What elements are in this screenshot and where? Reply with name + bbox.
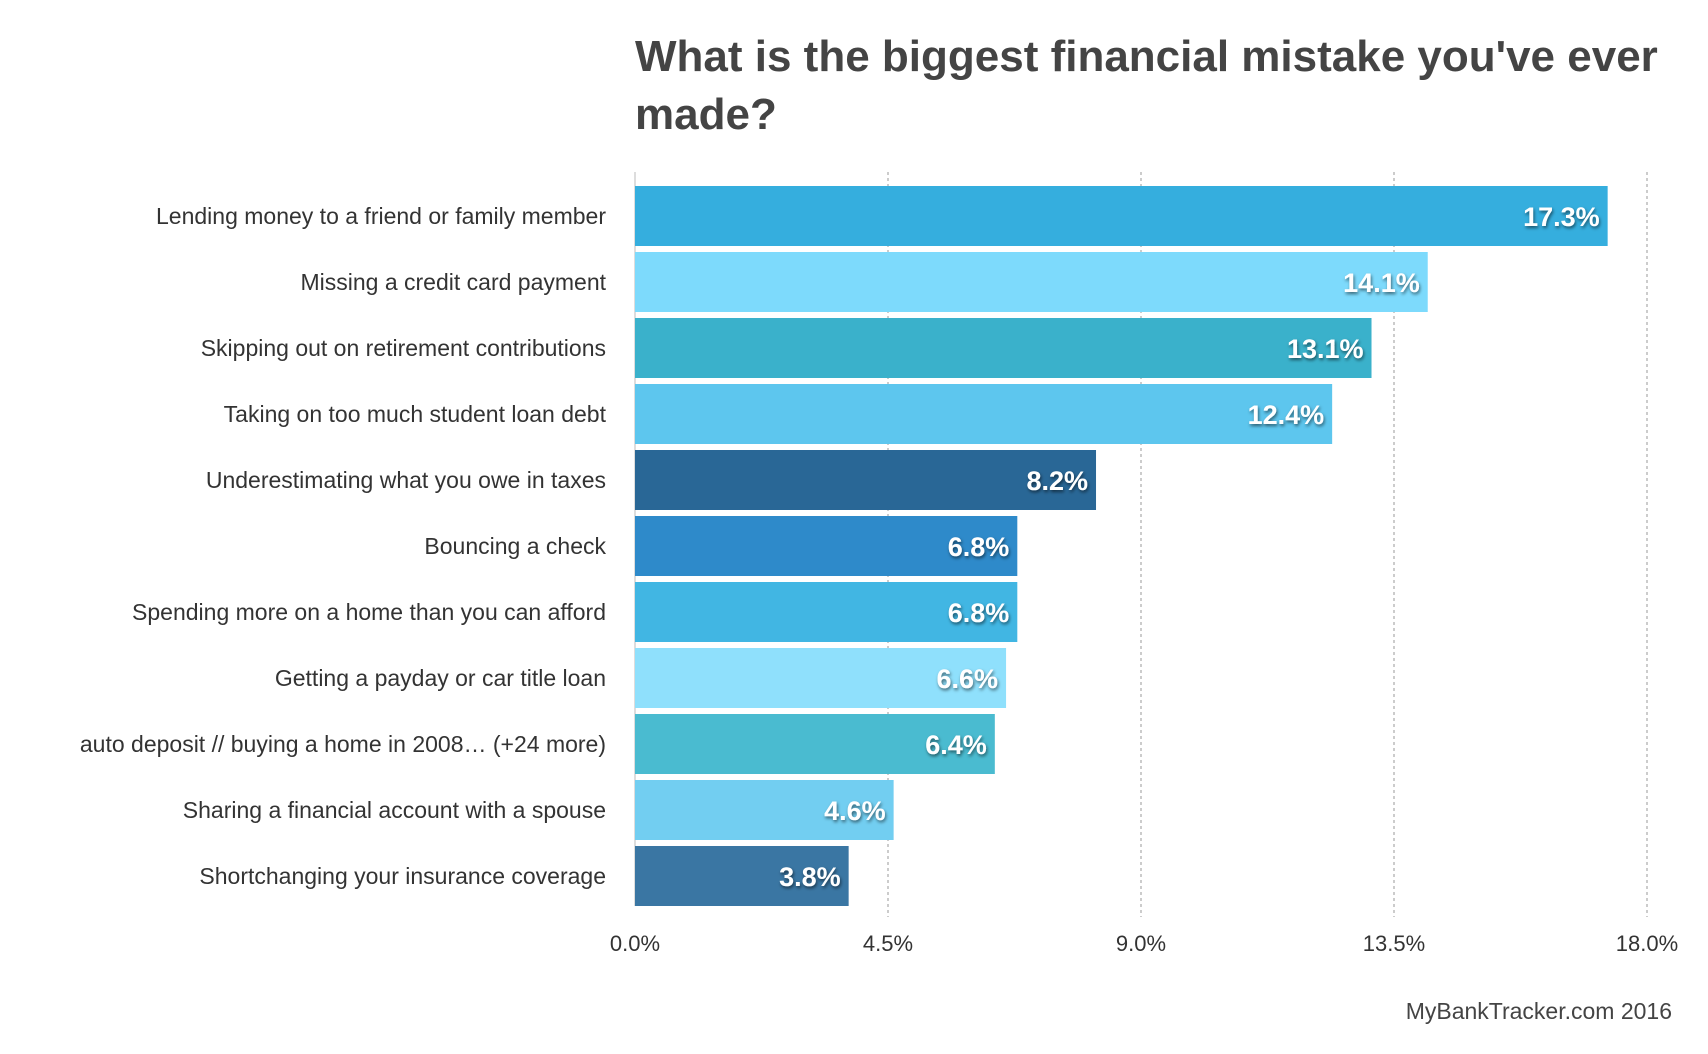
bar: [635, 186, 1608, 246]
data-label: 13.1%: [1287, 334, 1364, 364]
bar: [635, 384, 1333, 444]
data-label: 4.6%: [824, 796, 886, 826]
category-label: Underestimating what you owe in taxes: [206, 467, 606, 493]
bar: [635, 648, 1007, 708]
data-label: 6.4%: [925, 730, 987, 760]
data-label: 6.6%: [937, 664, 999, 694]
category-label: Spending more on a home than you can aff…: [132, 599, 606, 625]
category-label: Lending money to a friend or family memb…: [156, 203, 606, 229]
category-label: Getting a payday or car title loan: [275, 665, 606, 691]
x-tick-label: 0.0%: [610, 931, 660, 956]
data-label: 6.8%: [948, 532, 1010, 562]
category-label: auto deposit // buying a home in 2008… (…: [80, 731, 606, 757]
x-tick-label: 18.0%: [1616, 931, 1678, 956]
bar: [635, 714, 995, 774]
data-label: 14.1%: [1343, 268, 1420, 298]
bar: [635, 450, 1097, 510]
bar: [635, 252, 1428, 312]
data-label: 8.2%: [1026, 466, 1088, 496]
category-label: Skipping out on retirement contributions: [201, 335, 606, 361]
bar: [635, 516, 1018, 576]
category-label: Missing a credit card payment: [300, 269, 606, 295]
source-credit: MyBankTracker.com 2016: [1405, 998, 1672, 1024]
category-label: Shortchanging your insurance coverage: [199, 863, 606, 889]
bar: [635, 780, 894, 840]
data-label: 6.8%: [948, 598, 1010, 628]
bar: [635, 318, 1372, 378]
bar: [635, 846, 849, 906]
data-label: 12.4%: [1248, 400, 1325, 430]
x-tick-label: 13.5%: [1363, 931, 1425, 956]
chart-title: What is the biggest financial mistake yo…: [635, 32, 1658, 139]
data-label: 3.8%: [779, 862, 841, 892]
x-tick-label: 9.0%: [1116, 931, 1166, 956]
category-label: Taking on too much student loan debt: [224, 401, 607, 427]
bar: [635, 582, 1018, 642]
x-tick-label: 4.5%: [863, 931, 913, 956]
category-label: Bouncing a check: [424, 533, 606, 559]
data-label: 17.3%: [1523, 202, 1600, 232]
category-label: Sharing a financial account with a spous…: [183, 797, 606, 823]
